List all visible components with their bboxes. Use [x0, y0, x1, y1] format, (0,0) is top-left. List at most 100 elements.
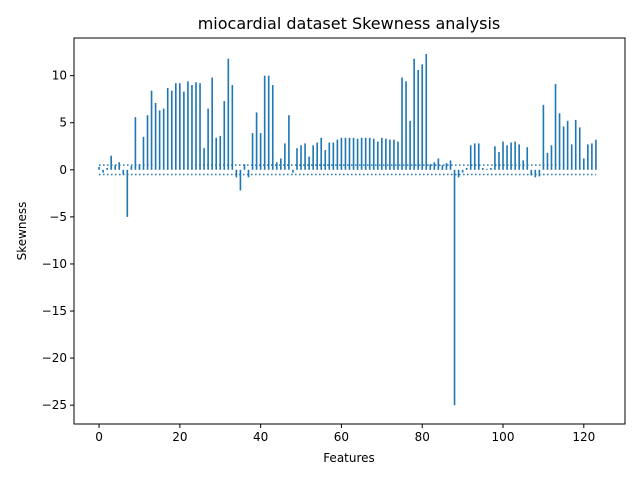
bar — [247, 169, 250, 178]
y-axis-label: Skewness — [15, 202, 29, 261]
bar — [587, 144, 589, 170]
bar — [405, 81, 407, 170]
bar — [243, 164, 246, 170]
bar — [340, 137, 343, 170]
bar — [494, 146, 496, 170]
bar — [582, 158, 585, 170]
y-tick-label: 5 — [59, 116, 67, 130]
x-tick-label: 80 — [415, 430, 430, 444]
bar — [498, 151, 500, 170]
bar — [348, 137, 351, 170]
bar — [211, 77, 213, 170]
bar — [473, 143, 476, 170]
bar — [441, 165, 444, 170]
bar — [324, 150, 327, 170]
bar — [102, 169, 104, 173]
bar — [235, 169, 238, 178]
bar — [332, 142, 335, 170]
bar — [490, 167, 492, 170]
bar — [591, 143, 593, 170]
bar — [453, 169, 456, 406]
bar — [421, 64, 424, 170]
y-tick-label: −20 — [42, 351, 67, 365]
bar — [114, 165, 117, 170]
bar — [518, 144, 520, 170]
bar — [368, 137, 371, 170]
bar — [134, 117, 137, 170]
bar — [158, 110, 161, 170]
y-tick-label: −5 — [49, 210, 67, 224]
bar — [304, 143, 306, 170]
bar — [413, 58, 415, 170]
bar — [506, 145, 508, 170]
bar — [385, 138, 387, 170]
bar — [106, 167, 108, 170]
bar — [296, 148, 298, 170]
bar — [146, 115, 149, 170]
bar — [546, 152, 549, 170]
bar — [510, 142, 512, 170]
bar — [578, 127, 581, 170]
y-tick-label: −25 — [42, 398, 67, 412]
bar — [397, 141, 399, 170]
bar — [356, 138, 359, 170]
x-tick-label: 60 — [334, 430, 349, 444]
bar — [320, 137, 323, 170]
bar — [166, 87, 169, 170]
bar — [316, 142, 318, 170]
bar — [328, 142, 331, 170]
x-tick-label: 40 — [253, 430, 268, 444]
bar — [231, 85, 234, 170]
bar — [364, 137, 367, 170]
bar — [199, 83, 201, 170]
bar — [389, 139, 391, 170]
bar — [457, 169, 460, 178]
bar — [150, 90, 153, 170]
bar — [251, 133, 254, 170]
bar — [566, 120, 569, 170]
bar — [271, 85, 274, 170]
bar — [284, 143, 286, 170]
bar — [239, 169, 242, 191]
bar — [570, 144, 573, 170]
bar — [118, 162, 121, 170]
bar — [312, 145, 314, 170]
bar — [477, 143, 480, 170]
bar — [179, 83, 181, 170]
bar — [465, 167, 468, 170]
bar — [595, 139, 597, 170]
bar — [142, 136, 145, 170]
bar — [227, 58, 230, 170]
bar — [550, 145, 553, 170]
x-tick-label: 20 — [172, 430, 187, 444]
bar — [223, 101, 226, 170]
y-ticks-group: −25 −20 −15 −10 −5 0 5 10 — [42, 69, 74, 412]
bar — [574, 119, 577, 170]
bar — [130, 166, 133, 170]
bar — [486, 168, 488, 170]
x-tick-label: 100 — [492, 430, 515, 444]
bar — [538, 169, 541, 177]
bar — [393, 139, 395, 170]
bar — [401, 77, 403, 170]
bar — [360, 137, 363, 170]
bar — [255, 112, 258, 170]
bar — [183, 91, 185, 170]
bar — [445, 163, 448, 170]
x-ticks-group: 0 20 40 60 80 100 120 — [95, 424, 595, 444]
bar — [280, 158, 282, 170]
bar — [344, 137, 347, 170]
y-tick-label: 0 — [59, 163, 67, 177]
y-tick-label: −10 — [42, 257, 67, 271]
bar — [437, 158, 440, 170]
bar — [207, 108, 209, 170]
bar — [187, 81, 189, 170]
bar — [381, 137, 383, 170]
bar — [138, 164, 141, 170]
bar — [482, 167, 484, 170]
bar — [215, 137, 218, 170]
bar — [170, 90, 173, 170]
bar — [530, 169, 533, 176]
bar — [219, 135, 222, 170]
